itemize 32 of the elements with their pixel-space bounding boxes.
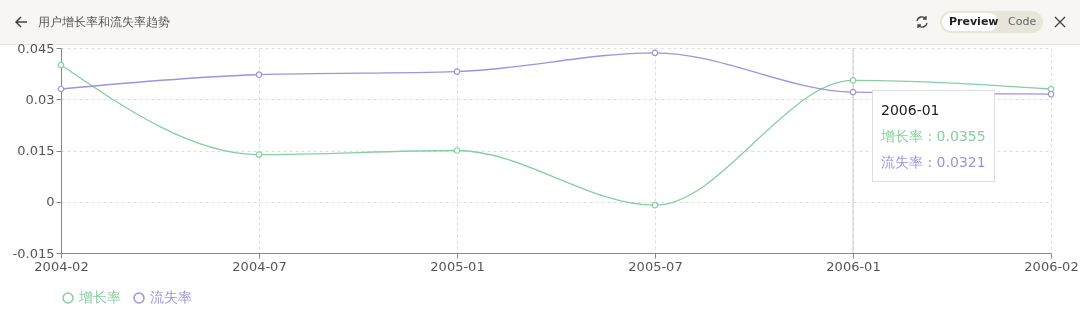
point [57, 85, 65, 93]
y-tick-label: 0.015 [17, 143, 55, 158]
point [849, 88, 857, 96]
legend-label: 流失率 [150, 289, 192, 305]
x-tick-label: 2004-02 [34, 258, 89, 274]
point [849, 77, 857, 84]
text: Preview [949, 15, 999, 28]
annotation: 2006-01 [881, 101, 941, 120]
annotation: 增长率 : 0.0355 [881, 127, 986, 146]
text: Code [1008, 15, 1037, 28]
tooltip-box: 2006-01 增长率 : 0.0355 流失率 : 0.0321 [872, 90, 995, 182]
point [57, 61, 65, 69]
point [1047, 90, 1055, 98]
point [651, 201, 659, 209]
annotation: 流失率 : 0.0321 [881, 153, 986, 172]
x-tick-label: 2004-07 [232, 258, 287, 274]
y-tick-label: 0.045 [17, 40, 55, 56]
point [255, 71, 263, 78]
x-tick-label: 2006-01 [826, 258, 881, 274]
chart-title: 用户增长率和流失率趋势 [38, 14, 170, 31]
y-tick-label: 0 [46, 194, 55, 210]
x-tick-label: 2005-01 [430, 258, 485, 274]
x-tick-label: 2006-02 [1024, 258, 1079, 274]
legend-label: 增长率 [78, 289, 121, 305]
point [651, 49, 659, 57]
point [1047, 85, 1055, 93]
point [453, 68, 461, 75]
point [255, 151, 263, 158]
y-tick-label: 0.03 [25, 91, 55, 107]
point [453, 147, 461, 154]
x-tick-label: 2005-07 [628, 258, 683, 274]
y-tick-label: -0.015 [12, 245, 55, 261]
